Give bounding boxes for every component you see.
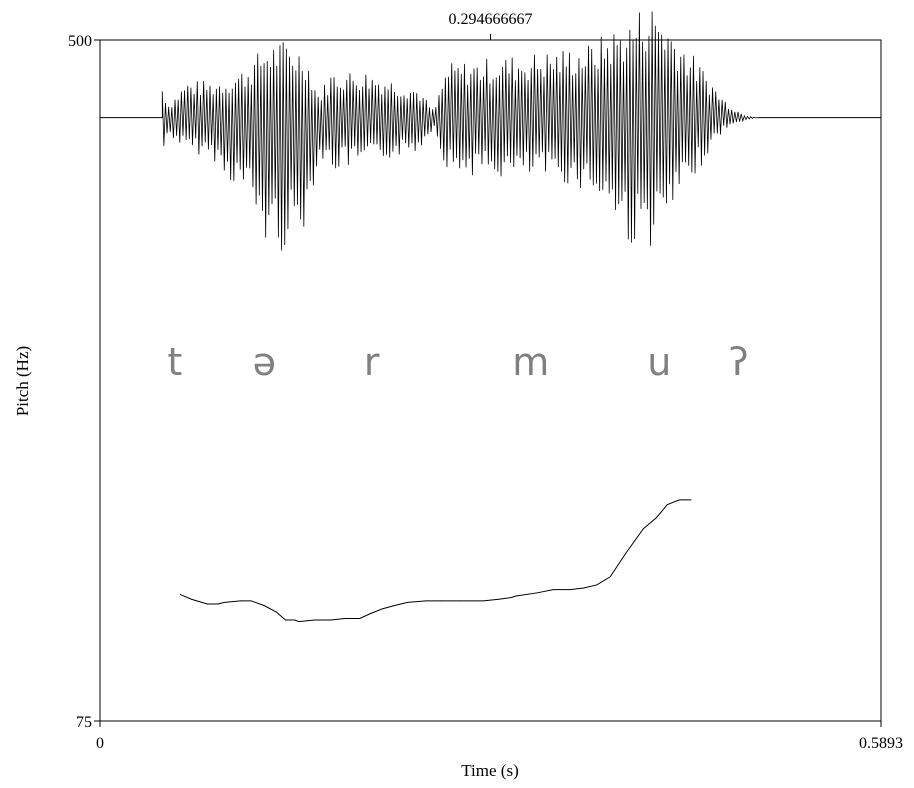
pitch-point-3 xyxy=(217,603,219,605)
pitch-point-33 xyxy=(625,552,627,554)
pitch-point-19 xyxy=(407,602,408,603)
pitch-contour-group xyxy=(179,499,692,623)
pitch-point-5 xyxy=(240,600,241,602)
pitch-point-23 xyxy=(482,600,484,602)
pitch-point-28 xyxy=(552,589,554,591)
pitch-point-24 xyxy=(498,598,500,600)
x-axis-title: Time (s) xyxy=(461,761,518,780)
pitch-point-1 xyxy=(191,598,192,600)
pitch-point-31 xyxy=(596,584,598,586)
pitch-point-38 xyxy=(690,499,692,501)
pitch-point-37 xyxy=(678,499,680,501)
segment-label-2: r xyxy=(364,340,380,384)
pitch-point-18 xyxy=(393,605,395,607)
pitch-point-20 xyxy=(425,600,427,602)
pitch-point-21 xyxy=(440,600,442,602)
waveform-trace xyxy=(161,11,758,251)
pitch-point-36 xyxy=(666,504,668,506)
waveform xyxy=(100,11,881,251)
segment-label-0: t xyxy=(167,340,182,384)
pitch-point-0 xyxy=(179,594,181,595)
pitch-point-11 xyxy=(298,621,300,623)
pitch-point-13 xyxy=(330,619,332,621)
pitch-point-12 xyxy=(314,619,316,621)
pitch-point-16 xyxy=(369,613,371,615)
pitch-point-32 xyxy=(609,576,611,578)
pitch-point-7 xyxy=(263,605,265,607)
cursor-time-label: 0.294666667 xyxy=(449,11,533,28)
segment-label-3: m xyxy=(512,340,549,384)
segment-label-5: ʔ xyxy=(729,340,748,384)
plot-frame xyxy=(99,39,882,722)
pitch-point-14 xyxy=(344,618,346,619)
segment-label-1: ə xyxy=(253,340,276,384)
y-axis-title: Pitch (Hz) xyxy=(13,346,32,416)
pitch-point-22 xyxy=(460,600,461,602)
y-tick-label-500: 500 xyxy=(68,33,92,50)
pitch-point-25 xyxy=(510,597,512,599)
pitch-point-34 xyxy=(642,528,644,530)
x-tick-label-end: 0.5893 xyxy=(859,735,903,752)
pitch-point-17 xyxy=(381,608,383,610)
pitch-point-10 xyxy=(294,619,296,621)
x-tick-label-0: 0 xyxy=(96,735,104,752)
pitch-point-2 xyxy=(206,603,208,605)
pitch-point-27 xyxy=(536,592,538,594)
pitch-point-15 xyxy=(359,618,361,619)
pitch-point-6 xyxy=(250,600,252,602)
pitch-contour-line xyxy=(179,499,692,623)
pitch-point-4 xyxy=(224,602,225,603)
segment-label-4: u xyxy=(647,340,671,384)
y-tick-label-75: 75 xyxy=(76,714,92,731)
pitch-point-29 xyxy=(570,589,571,591)
pitch-point-9 xyxy=(285,619,286,621)
pitch-point-26 xyxy=(515,595,517,597)
pitch-point-30 xyxy=(583,587,585,589)
pitch-point-35 xyxy=(656,517,658,518)
pitch-point-8 xyxy=(275,611,277,613)
